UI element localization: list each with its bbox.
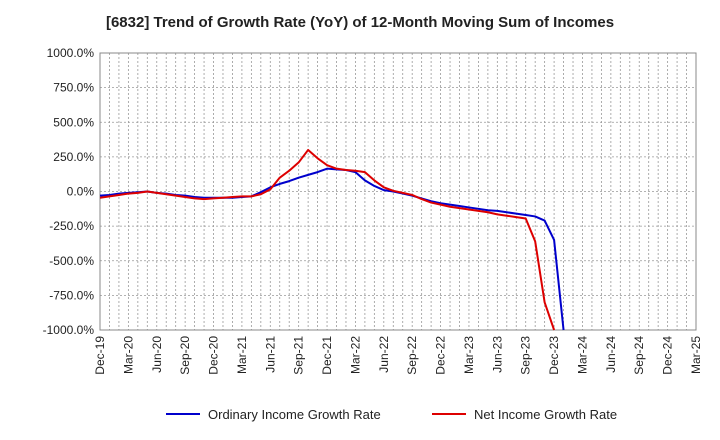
x-tick-label: Jun-21 (263, 336, 277, 373)
x-tick-label: Mar-23 (462, 336, 476, 374)
x-tick-label: Mar-22 (348, 336, 362, 374)
x-tick-label: Dec-21 (320, 336, 334, 375)
x-tick-label: Sep-23 (519, 336, 533, 375)
x-tick-label: Mar-21 (235, 336, 249, 374)
y-tick-label: 0.0% (67, 185, 95, 199)
x-tick-label: Mar-24 (575, 336, 589, 374)
x-tick-label: Sep-20 (178, 336, 192, 375)
series-line-ordinary (99, 167, 565, 331)
x-axis: Dec-19 Mar-20 Jun-20 Sep-20 Dec-20 Mar-21 Jun-… (93, 336, 703, 375)
series-layer (99, 148, 565, 331)
x-tick-label: Sep-22 (405, 336, 419, 375)
x-tick-label: Sep-24 (632, 336, 646, 375)
x-tick-label: Dec-20 (207, 336, 221, 375)
y-tick-label: 750.0% (53, 81, 94, 95)
x-tick-label: Jun-24 (604, 336, 618, 373)
x-tick-label: Jun-23 (490, 336, 504, 373)
x-tick-label: Sep-21 (292, 336, 306, 375)
legend: Ordinary Income Growth Rate Net Income G… (0, 404, 720, 424)
y-tick-label: -500.0% (49, 254, 94, 268)
y-tick-label: -250.0% (49, 219, 94, 233)
legend-label-ordinary: Ordinary Income Growth Rate (208, 406, 381, 422)
series-line-net (99, 148, 556, 331)
plot-frame (99, 52, 697, 331)
legend-label-net: Net Income Growth Rate (474, 406, 618, 422)
x-tick-label: Mar-25 (689, 336, 703, 374)
chart-title: [6832] Trend of Growth Rate (YoY) of 12-… (105, 14, 615, 31)
x-tick-label: Jun-20 (150, 336, 164, 373)
x-tick-label: Jun-22 (377, 336, 391, 373)
legend-swatch-ordinary (166, 413, 200, 415)
x-tick-label: Dec-23 (547, 336, 561, 375)
legend-item-ordinary: Ordinary Income Growth Rate (166, 404, 381, 424)
y-axis: 1000.0% 750.0% 500.0% 250.0% 0.0% -250.0% -500… (43, 46, 95, 337)
y-tick-label: -1000.0% (43, 323, 95, 337)
y-tick-label: -750.0% (49, 288, 94, 302)
legend-swatch-net (432, 413, 466, 415)
x-tick-label: Mar-20 (121, 336, 135, 374)
legend-item-net: Net Income Growth Rate (432, 404, 617, 424)
x-tick-label: Dec-22 (434, 336, 448, 375)
y-tick-label: 250.0% (53, 150, 94, 164)
y-tick-label: 1000.0% (47, 46, 95, 60)
x-tick-label: Dec-24 (661, 336, 675, 375)
x-tick-label: Dec-19 (93, 336, 107, 375)
y-tick-label: 500.0% (53, 115, 94, 129)
